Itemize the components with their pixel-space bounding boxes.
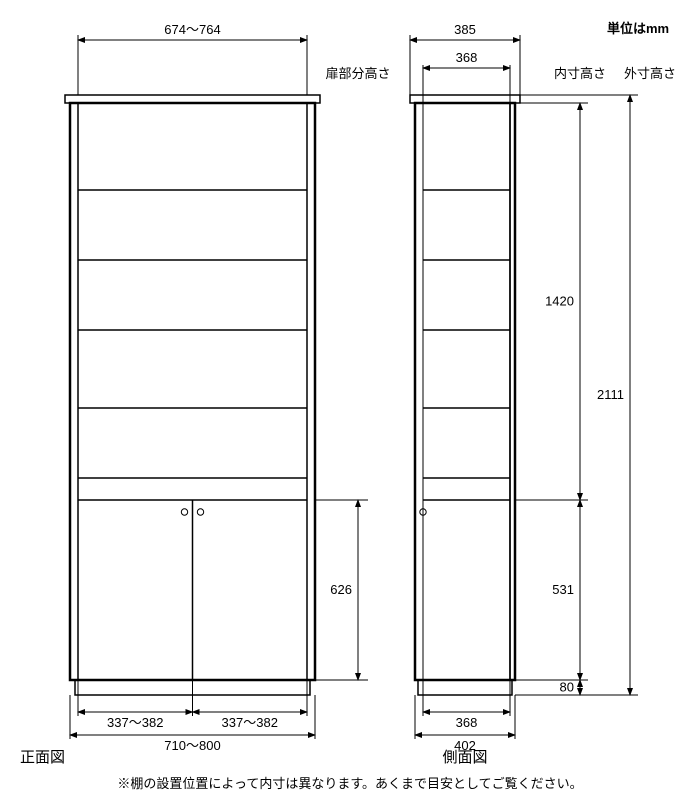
door-height-label: 扉部分高さ	[325, 66, 390, 81]
side-view-title: 側面図	[442, 749, 487, 766]
dimension-label: 626	[330, 582, 352, 597]
front-view-title: 正面図	[20, 749, 65, 766]
dimension-label: 368	[456, 50, 478, 65]
dimension-label: 80	[560, 680, 574, 695]
dimension-label: 337～382	[222, 715, 278, 730]
footnote: ※棚の設置位置によって内寸は異なります。あくまで目安としてご覧ください。	[117, 776, 582, 791]
dimension-label: 368	[456, 715, 478, 730]
dimension-label: 2111	[597, 387, 624, 402]
dimension-label: 337～382	[107, 715, 163, 730]
dimension-label: 710～800	[164, 738, 220, 753]
inner-height-label: 内寸高さ	[554, 66, 606, 81]
dimension-label: 531	[552, 582, 574, 597]
outer-height-label: 外寸高さ	[624, 66, 676, 81]
dimension-label: 674～764	[164, 22, 220, 37]
dimension-label: 1420	[545, 294, 574, 309]
dimension-label: 385	[454, 22, 476, 37]
units-label: 単位はmm	[607, 21, 669, 36]
furniture-dimension-drawing: 674～764 385 368 単位はmm 扉部分高さ 内寸高さ 外寸高さ 626 1420 53…	[0, 0, 700, 798]
